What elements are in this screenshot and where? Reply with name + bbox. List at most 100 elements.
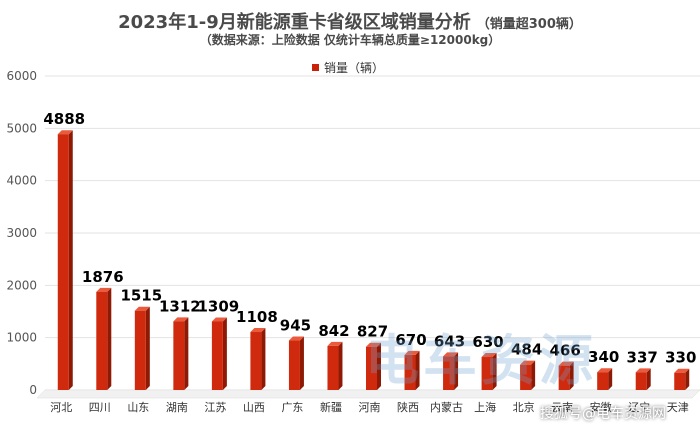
data-label: 484 — [511, 341, 542, 359]
bar — [635, 372, 647, 390]
bar-top — [57, 130, 73, 135]
bar-side — [377, 342, 381, 390]
bar-top — [96, 287, 112, 292]
bar-top — [250, 328, 266, 333]
x-tick-label: 四川 — [89, 401, 111, 414]
bar — [288, 340, 300, 390]
x-tick-label: 上海 — [474, 400, 496, 414]
data-label: 1108 — [236, 308, 278, 326]
y-tick-label: 0 — [29, 383, 37, 397]
data-label: 842 — [318, 322, 349, 340]
bar-side — [107, 287, 112, 390]
bar — [134, 310, 146, 390]
y-tick-label: 5000 — [6, 121, 37, 135]
bar-side — [415, 350, 420, 390]
bar — [558, 365, 570, 390]
x-tick-label: 湖南 — [166, 401, 188, 414]
bar-top — [404, 350, 420, 355]
bar-side — [646, 368, 651, 390]
y-tick-label: 3000 — [6, 226, 37, 240]
x-tick-label: 山东 — [127, 401, 149, 414]
bar-top — [481, 353, 497, 358]
bar — [250, 332, 262, 390]
data-label: 643 — [434, 332, 465, 350]
bar-top — [635, 368, 651, 373]
bar-side — [569, 361, 574, 390]
bar — [481, 357, 493, 390]
chart-title: 2023年1-9月新能源重卡省级区域销量分析 （销量超300辆） — [0, 8, 700, 34]
bar — [173, 321, 185, 390]
x-tick-label: 天津 — [667, 401, 689, 414]
x-tick-label: 内蒙古 — [430, 400, 463, 414]
data-label: 1876 — [82, 268, 124, 286]
x-tick-label: 云南 — [551, 401, 573, 414]
bar-top — [288, 336, 304, 341]
bar — [366, 346, 377, 390]
data-label: 330 — [665, 349, 696, 367]
data-label: 1309 — [198, 297, 240, 315]
bar — [211, 321, 223, 390]
data-label: 670 — [395, 331, 426, 349]
bar-top — [597, 368, 613, 373]
y-tick-label: 6000 — [6, 69, 37, 83]
y-tick-label: 2000 — [6, 278, 37, 292]
bar-top — [134, 306, 150, 311]
x-tick-label: 江苏 — [204, 401, 226, 414]
bar — [404, 354, 416, 390]
legend: 销量（辆） — [312, 59, 384, 76]
data-label: 827 — [357, 323, 388, 341]
data-label: 1515 — [120, 287, 162, 305]
bar — [443, 356, 455, 390]
x-tick-label: 广东 — [281, 401, 303, 414]
bar-top — [173, 317, 189, 322]
data-label: 337 — [627, 348, 658, 366]
bar-top — [327, 341, 343, 346]
bar-side — [454, 352, 459, 390]
bar-top — [211, 317, 227, 322]
bar-side — [145, 306, 150, 390]
bar-side — [184, 317, 189, 390]
bar-side — [68, 130, 73, 390]
bar-side — [608, 368, 613, 390]
x-tick-label: 安徽 — [590, 400, 612, 414]
bar-side — [261, 328, 266, 390]
chart-title-note: （销量超300辆） — [476, 17, 582, 32]
legend-label: 销量（辆） — [324, 61, 385, 75]
bar — [96, 291, 108, 390]
watermark-small: 搜狐号@电车资源网 — [540, 406, 666, 422]
bar-top — [366, 342, 381, 347]
x-tick-label: 陕西 — [397, 400, 419, 414]
chart-title-main: 2023年1-9月新能源重卡省级区域销量分析 — [118, 12, 471, 33]
x-tick-label: 河北 — [50, 401, 72, 414]
x-tick-label: 河南 — [359, 401, 381, 414]
x-tick-label: 北京 — [513, 400, 535, 414]
watermark: 电车资源 — [365, 329, 597, 392]
bar-top — [558, 361, 574, 366]
bar-top — [520, 360, 536, 365]
bar — [597, 372, 609, 390]
bar-side — [492, 353, 497, 390]
chart-subtitle: （数据来源：上险数据 仅统计车辆总质量≥12000kg） — [199, 33, 501, 47]
data-label: 1312 — [159, 297, 201, 315]
bar — [520, 364, 532, 390]
data-label: 945 — [280, 317, 311, 335]
bar-top — [443, 352, 459, 357]
legend-swatch — [312, 64, 319, 71]
bar-side — [531, 360, 536, 390]
bar-side — [299, 336, 304, 390]
y-tick-label: 1000 — [6, 331, 37, 345]
bar — [674, 372, 686, 390]
x-tick-label: 辽宁 — [628, 400, 650, 414]
bar — [327, 345, 339, 390]
bar-side — [685, 368, 690, 390]
x-tick-label: 山西 — [243, 401, 265, 414]
data-label: 4888 — [43, 110, 85, 128]
bar-side — [338, 341, 343, 390]
bar-top — [674, 368, 690, 373]
x-tick-label: 新疆 — [320, 400, 342, 414]
bar — [57, 134, 69, 390]
bar-side — [222, 317, 227, 390]
y-tick-label: 4000 — [6, 174, 37, 188]
data-label: 630 — [472, 333, 503, 351]
